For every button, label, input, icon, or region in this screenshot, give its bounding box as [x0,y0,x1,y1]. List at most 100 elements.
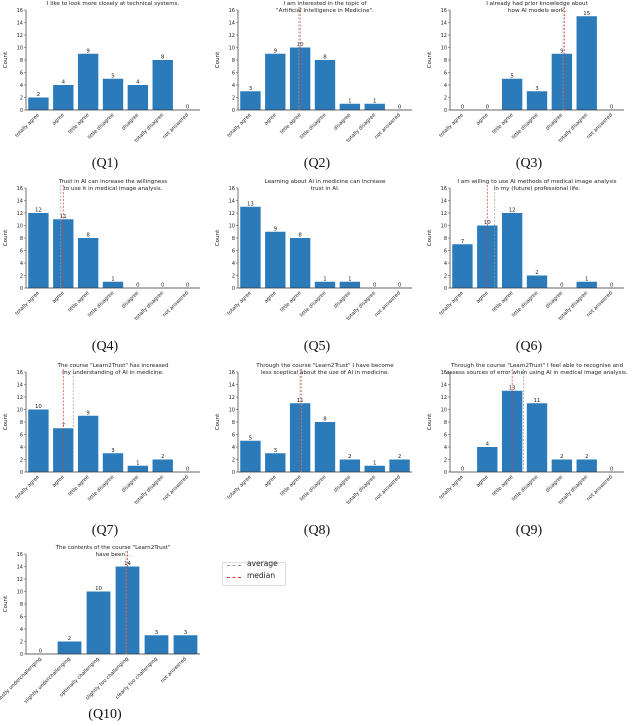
y-tick-label: 6 [444,432,447,438]
y-tick-label: 8 [20,420,23,426]
legend-average-swatch [227,565,241,566]
y-tick-label: 12 [229,211,235,217]
bar-value-label: 1 [136,460,139,466]
y-tick-label: 16 [229,186,235,192]
bar-value-label: 12 [509,208,516,214]
y-tick-label: 14 [17,382,23,388]
bar-value-label: 3 [184,630,187,636]
bar-value-label: 3 [111,448,114,454]
y-tick-label: 8 [20,58,23,64]
bar-value-label: 1 [373,98,376,104]
chart-caption: (Q8) [304,523,331,538]
bar [339,459,361,472]
y-axis-label: Count [3,595,9,612]
chart-title: my understanding of AI in medicine. [62,370,164,376]
bar [265,231,286,288]
x-tick-label: totally agree [226,112,253,139]
y-tick-label: 0 [444,286,447,292]
y-tick-label: 10 [17,45,23,51]
x-tick-label: little disagree [299,474,327,502]
x-tick-label: little agree [279,290,302,313]
y-tick-label: 4 [232,261,235,267]
bar-value-label: 0 [560,283,564,289]
y-tick-label: 12 [441,395,447,401]
x-tick-label: agree [263,112,277,126]
x-tick-label: little agree [491,112,514,135]
y-tick-label: 8 [444,236,447,242]
bar-value-label: 3 [274,448,277,454]
bar-value-label: 4 [136,80,140,86]
y-tick-label: 16 [441,8,447,14]
y-tick-label: 12 [441,211,447,217]
y-tick-label: 16 [229,370,235,376]
chart-title: "Artificial Intelligence in Medicine". [276,8,374,14]
bar [77,238,99,288]
y-tick-label: 8 [444,420,447,426]
x-tick-label: disagree [121,474,140,493]
y-axis-label: Count [215,229,221,246]
chart-title: Trust in AI can increase the willingness [58,179,167,185]
chart-title: in my (future) professional life. [494,186,581,192]
x-tick-label: little disagree [511,474,539,502]
x-tick-label: disagree [121,290,140,309]
x-tick-label: not answered [586,290,614,318]
y-tick-label: 0 [232,470,235,476]
bar-value-label: 3 [155,630,158,636]
bar-value-label: 12 [35,208,42,214]
y-tick-label: 14 [441,20,447,26]
y-tick-label: 8 [444,58,447,64]
x-tick-label: disagree [333,474,352,493]
bar-value-label: 1 [111,276,114,282]
bar-value-label: 2 [348,454,351,460]
y-tick-label: 6 [20,248,23,254]
x-tick-label: little agree [279,474,302,497]
bar [339,103,361,110]
y-tick-label: 16 [17,8,23,14]
x-tick-label: totally agree [14,112,41,139]
y-tick-label: 4 [444,83,447,89]
x-tick-label: disagree [121,112,140,131]
bar-value-label: 1 [585,276,588,282]
y-tick-label: 14 [441,198,447,204]
chart-q6: I am willing to use AI methods of medica… [427,179,624,354]
y-tick-label: 2 [20,639,23,645]
y-tick-label: 2 [20,95,23,101]
bar [28,97,49,110]
bar [339,281,361,288]
y-tick-label: 12 [229,33,235,39]
y-tick-label: 6 [20,432,23,438]
y-tick-label: 12 [17,211,23,217]
bar-value-label: 0 [186,283,190,289]
bar-value-label: 0 [461,467,465,473]
bar-value-label: 0 [186,467,190,473]
y-tick-label: 16 [17,370,23,376]
x-tick-label: not answered [374,474,402,502]
y-tick-label: 10 [17,223,23,229]
bar [551,53,573,110]
chart-title: Through the course "Learn2Trust" I feel … [450,363,624,369]
y-tick-label: 6 [20,614,23,620]
bar [57,641,82,654]
y-tick-label: 10 [441,407,447,413]
y-tick-label: 4 [232,445,235,451]
bar-value-label: 3 [535,86,538,92]
bar-value-label: 5 [510,73,513,79]
x-tick-label: disagree [545,290,564,309]
y-tick-label: 16 [441,370,447,376]
y-axis-label: Count [215,413,221,430]
x-tick-label: agree [51,474,65,488]
chart-title: less sceptical about the use of AI in me… [261,370,390,376]
bar-value-label: 14 [124,561,131,567]
y-tick-label: 10 [229,223,235,229]
bar-value-label: 0 [39,649,43,655]
y-axis-label: Count [3,229,9,246]
bar [240,91,261,110]
chart-title: Through the course "Learn2Trust" I have … [255,363,394,369]
chart-caption: (Q3) [516,156,543,171]
chart-caption: (Q2) [304,156,331,171]
y-tick-label: 4 [444,445,447,451]
y-tick-label: 2 [20,457,23,463]
y-tick-label: 4 [444,261,447,267]
chart-caption: (Q5) [304,339,331,354]
